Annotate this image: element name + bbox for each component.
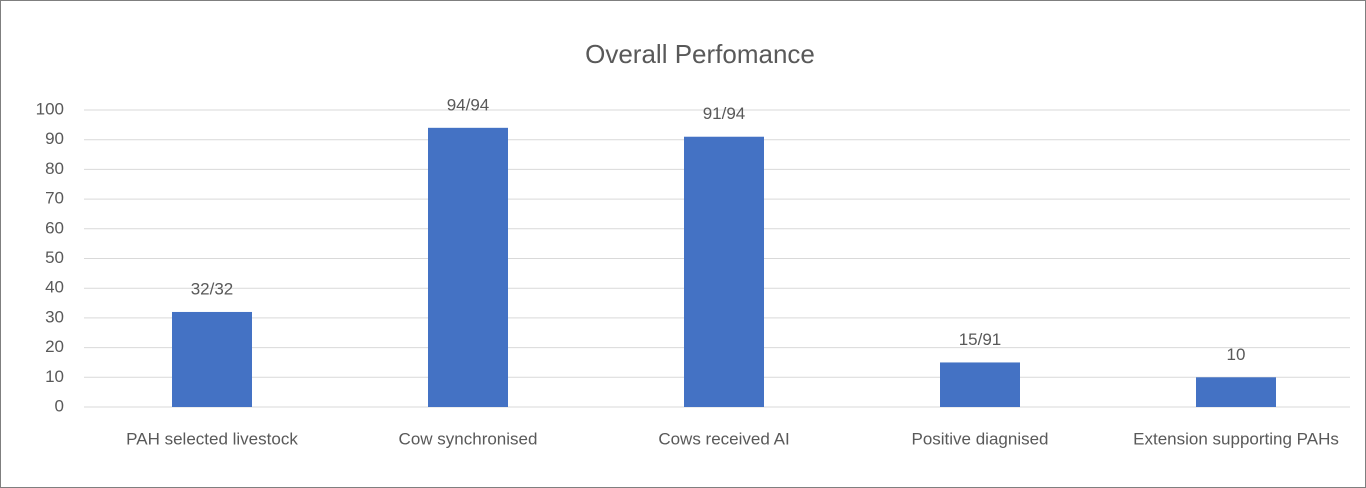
data-label: 32/32 (191, 279, 234, 298)
y-tick-label: 40 (45, 278, 64, 297)
data-label: 94/94 (447, 95, 490, 114)
y-tick-label: 70 (45, 189, 64, 208)
data-label: 91/94 (703, 104, 746, 123)
x-tick-label: Positive diagnised (911, 429, 1048, 448)
chart-title: Overall Perfomance (585, 39, 815, 69)
bar (428, 127, 508, 407)
data-label: 15/91 (959, 330, 1002, 349)
y-tick-label: 90 (45, 129, 64, 148)
y-tick-label: 0 (55, 396, 64, 415)
bar (172, 311, 252, 407)
x-tick-label: Cow synchronised (399, 429, 538, 448)
data-label: 10 (1227, 345, 1246, 364)
y-tick-label: 80 (45, 159, 64, 178)
bar (940, 362, 1020, 407)
y-tick-label: 20 (45, 337, 64, 356)
bar (1196, 377, 1276, 407)
x-tick-label: PAH selected livestock (126, 429, 298, 448)
x-tick-label: Extension supporting PAHs (1133, 429, 1339, 448)
y-tick-label: 60 (45, 218, 64, 237)
x-tick-label: Cows received AI (658, 429, 789, 448)
y-tick-label: 10 (45, 367, 64, 386)
y-tick-label: 100 (36, 99, 64, 118)
y-tick-label: 50 (45, 248, 64, 267)
bar (684, 136, 764, 408)
y-tick-label: 30 (45, 307, 64, 326)
